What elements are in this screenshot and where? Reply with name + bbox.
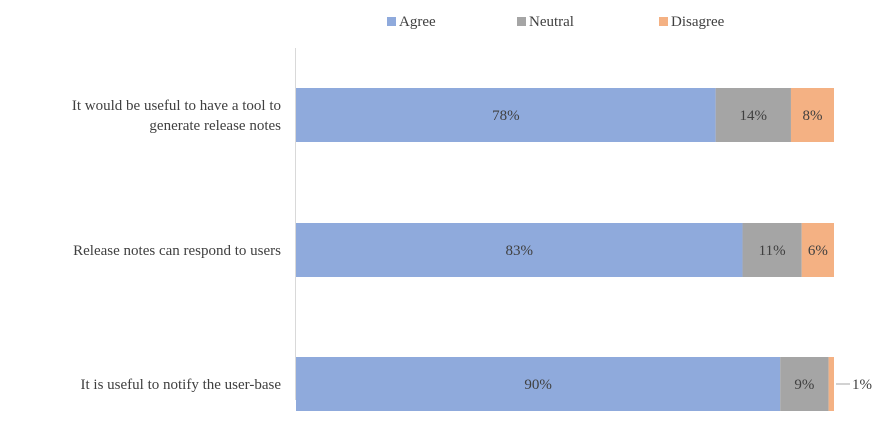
bar-agree-1 — [296, 88, 716, 142]
category-labels: It would be useful to have a tool to gene… — [72, 98, 281, 393]
legend-label-disagree: Disagree — [671, 14, 725, 30]
bar-agree-3 — [296, 357, 781, 411]
data-label-agree-2: 83% — [506, 243, 534, 259]
data-label-neutral-1: 14% — [740, 108, 768, 124]
data-label-agree-3: 90% — [524, 377, 552, 393]
legend: Agree Neutral Disagree — [387, 14, 725, 30]
legend-label-neutral: Neutral — [529, 14, 574, 30]
data-label-neutral-2: 11% — [759, 243, 786, 259]
bar-agree-2 — [296, 223, 743, 277]
data-label-disagree-1: 8% — [802, 108, 822, 124]
category-label-2: Release notes can respond to users — [73, 243, 281, 259]
category-label-1: It would be useful to have a tool to gene… — [72, 98, 281, 134]
data-label-disagree-3: 1% — [852, 377, 872, 393]
bar-neutral-3 — [780, 357, 829, 411]
data-label-agree-1: 78% — [492, 108, 520, 124]
data-label-disagree-2: 6% — [808, 243, 828, 259]
legend-swatch-neutral — [517, 17, 526, 26]
bar-neutral-1 — [715, 88, 791, 142]
legend-label-agree: Agree — [399, 14, 436, 30]
bar-disagree-2 — [801, 223, 834, 277]
data-label-neutral-3: 9% — [794, 377, 814, 393]
category-label-3: It is useful to notify the user-base — [81, 377, 282, 393]
legend-swatch-agree — [387, 17, 396, 26]
legend-swatch-disagree — [659, 17, 668, 26]
bars: 78% 14% 8% 83% 11% 6% 90% 9% 1% — [296, 88, 872, 411]
bar-disagree-3 — [828, 357, 834, 411]
bar-disagree-1 — [790, 88, 834, 142]
bar-neutral-2 — [742, 223, 802, 277]
